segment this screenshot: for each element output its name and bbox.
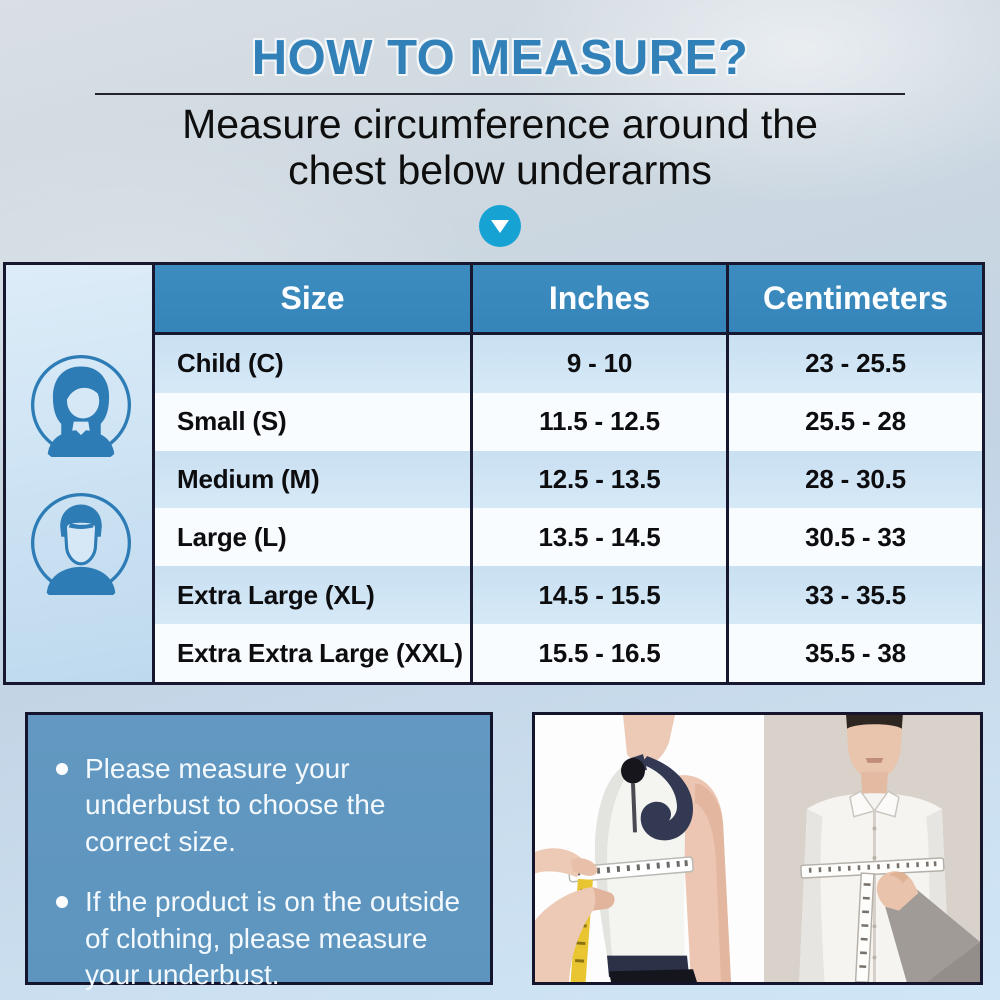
table-row-child-cm: 23 - 25.5 <box>729 335 982 393</box>
table-row-xxl-inches: 15.5 - 16.5 <box>473 624 729 682</box>
female-avatar-icon <box>30 354 132 457</box>
column-header-size: Size <box>155 265 473 335</box>
table-row-small-size: Small (S) <box>155 392 473 451</box>
bullet-dot-icon <box>56 763 68 775</box>
table-row-xl-size: Extra Large (XL) <box>155 566 473 625</box>
column-header-centimeters: Centimeters <box>729 265 982 335</box>
table-row-medium-inches: 12.5 - 13.5 <box>473 450 729 509</box>
subtitle: Measure circumference around the chest b… <box>0 101 1000 194</box>
notes-box: Please measure your underbust to choose … <box>25 712 493 990</box>
down-arrow-icon <box>479 205 521 247</box>
column-header-inches: Inches <box>473 265 729 335</box>
table-row-xxl-cm: 35.5 - 38 <box>729 624 982 682</box>
table-row-xxl-size: Extra Extra Large (XXL) <box>155 624 473 682</box>
subtitle-line-2: chest below underarms <box>288 147 712 194</box>
table-row-xl-cm: 33 - 35.5 <box>729 566 982 625</box>
measurement-photos <box>532 712 983 985</box>
table-row-large-size: Large (L) <box>155 508 473 567</box>
table-row-small-inches: 11.5 - 12.5 <box>473 392 729 451</box>
table-row-child-inches: 9 - 10 <box>473 335 729 393</box>
note-text: If the product is on the outside of clot… <box>85 886 461 990</box>
note-item-underbust: Please measure your underbust to choose … <box>56 751 466 860</box>
table-row-large-cm: 30.5 - 33 <box>729 508 982 567</box>
photo-woman-measurement <box>535 715 764 982</box>
table-row-child-size: Child (C) <box>155 335 473 393</box>
note-item-outside-clothing: If the product is on the outside of clot… <box>56 884 466 993</box>
table-row-small-cm: 25.5 - 28 <box>729 392 982 451</box>
subtitle-line-1: Measure circumference around the <box>182 101 818 147</box>
table-row-large-inches: 13.5 - 14.5 <box>473 508 729 567</box>
page-title: HOW TO MEASURE? <box>251 31 749 85</box>
size-table: Size Inches Centimeters Child (C) 9 - 10… <box>3 262 985 685</box>
bullet-dot-icon <box>56 896 68 909</box>
title-divider <box>95 93 905 95</box>
table-row-medium-cm: 28 - 30.5 <box>729 450 982 509</box>
table-row-medium-size: Medium (M) <box>155 450 473 509</box>
note-text: Please measure your underbust to choose … <box>85 753 386 857</box>
photo-man-measurement <box>764 715 980 982</box>
male-avatar-icon <box>30 492 132 595</box>
table-row-xl-inches: 14.5 - 15.5 <box>473 566 729 625</box>
avatar-column <box>6 265 155 682</box>
